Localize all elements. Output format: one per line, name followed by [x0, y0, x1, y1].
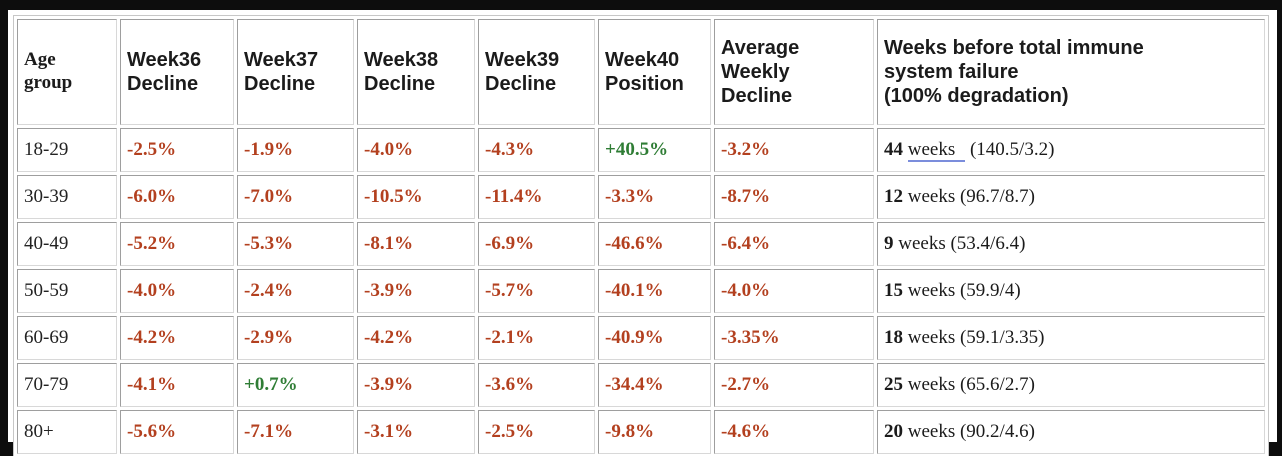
col-header-week39-decline: Week39 Decline [478, 19, 595, 125]
col-header-week36-decline: Week36 Decline [120, 19, 234, 125]
weeks-count: 15 [884, 280, 903, 301]
average-weekly-decline-cell: -6.4% [714, 222, 874, 266]
week37-decline-cell: -2.9% [237, 316, 354, 360]
weeks-detail: (59.1/3.35) [959, 327, 1045, 348]
weeks-before-failure-cell: 44 weeks (140.5/3.2) [877, 128, 1265, 172]
week40-position-cell: -46.6% [598, 222, 711, 266]
week39-decline-cell: -11.4% [478, 175, 595, 219]
week39-decline-cell: -4.3% [478, 128, 595, 172]
week38-decline-cell: -3.9% [357, 363, 475, 407]
immune-decline-table: Age group Week36 Decline Week37 Decline … [13, 15, 1269, 456]
week36-decline-cell: -5.6% [120, 410, 234, 454]
week36-decline-cell: -2.5% [120, 128, 234, 172]
weeks-before-failure-cell: 25 weeks (65.6/2.7) [877, 363, 1265, 407]
table-row: 60-69 -4.2% -2.9% -4.2% -2.1% -40.9% -3.… [17, 316, 1265, 360]
weeks-unit: weeks [907, 280, 956, 301]
weeks-detail: (65.6/2.7) [959, 374, 1035, 395]
col-header-average-weekly-decline: Average Weekly Decline [714, 19, 874, 125]
week38-decline-cell: -8.1% [357, 222, 475, 266]
age-group-cell: 40-49 [17, 222, 117, 266]
table-row: 80+ -5.6% -7.1% -3.1% -2.5% -9.8% -4.6% … [17, 410, 1265, 454]
weeks-detail: (53.4/6.4) [950, 233, 1026, 254]
table-row: 70-79 -4.1% +0.7% -3.9% -3.6% -34.4% -2.… [17, 363, 1265, 407]
week37-decline-cell: -5.3% [237, 222, 354, 266]
weeks-count: 20 [884, 421, 903, 442]
weeks-unit: weeks [907, 139, 966, 162]
weeks-unit: weeks [907, 327, 956, 348]
age-group-cell: 60-69 [17, 316, 117, 360]
week36-decline-cell: -4.1% [120, 363, 234, 407]
week40-position-cell: -40.1% [598, 269, 711, 313]
age-group-cell: 70-79 [17, 363, 117, 407]
weeks-unit: weeks [907, 421, 956, 442]
weeks-count: 12 [884, 186, 903, 207]
table-row: 50-59 -4.0% -2.4% -3.9% -5.7% -40.1% -4.… [17, 269, 1265, 313]
table-row: 18-29 -2.5% -1.9% -4.0% -4.3% +40.5% -3.… [17, 128, 1265, 172]
week37-decline-cell: +0.7% [237, 363, 354, 407]
week36-decline-cell: -5.2% [120, 222, 234, 266]
header-row: Age group Week36 Decline Week37 Decline … [17, 19, 1265, 125]
week39-decline-cell: -6.9% [478, 222, 595, 266]
table-row: 30-39 -6.0% -7.0% -10.5% -11.4% -3.3% -8… [17, 175, 1265, 219]
table-row: 40-49 -5.2% -5.3% -8.1% -6.9% -46.6% -6.… [17, 222, 1265, 266]
week40-position-cell: -40.9% [598, 316, 711, 360]
average-weekly-decline-cell: -4.6% [714, 410, 874, 454]
col-header-week40-position: Week40 Position [598, 19, 711, 125]
week39-decline-cell: -2.5% [478, 410, 595, 454]
week38-decline-cell: -3.1% [357, 410, 475, 454]
weeks-before-failure-cell: 15 weeks (59.9/4) [877, 269, 1265, 313]
age-group-cell: 50-59 [17, 269, 117, 313]
average-weekly-decline-cell: -2.7% [714, 363, 874, 407]
weeks-count: 9 [884, 233, 894, 254]
weeks-detail: (140.5/3.2) [969, 139, 1055, 160]
week40-position-cell: -3.3% [598, 175, 711, 219]
week40-position-cell: +40.5% [598, 128, 711, 172]
week37-decline-cell: -7.0% [237, 175, 354, 219]
weeks-before-failure-cell: 18 weeks (59.1/3.35) [877, 316, 1265, 360]
col-header-week38-decline: Week38 Decline [357, 19, 475, 125]
weeks-unit: weeks [907, 374, 956, 395]
weeks-count: 25 [884, 374, 903, 395]
weeks-before-failure-cell: 12 weeks (96.7/8.7) [877, 175, 1265, 219]
week37-decline-cell: -7.1% [237, 410, 354, 454]
week39-decline-cell: -2.1% [478, 316, 595, 360]
col-header-weeks-before-failure: Weeks before total immune system failure… [877, 19, 1265, 125]
week40-position-cell: -9.8% [598, 410, 711, 454]
week36-decline-cell: -6.0% [120, 175, 234, 219]
average-weekly-decline-cell: -3.2% [714, 128, 874, 172]
week38-decline-cell: -3.9% [357, 269, 475, 313]
weeks-detail: (59.9/4) [959, 280, 1021, 301]
average-weekly-decline-cell: -8.7% [714, 175, 874, 219]
document-page: Age group Week36 Decline Week37 Decline … [8, 10, 1277, 456]
week38-decline-cell: -10.5% [357, 175, 475, 219]
week40-position-cell: -34.4% [598, 363, 711, 407]
age-group-cell: 80+ [17, 410, 117, 454]
weeks-count: 44 [884, 139, 903, 160]
week38-decline-cell: -4.2% [357, 316, 475, 360]
weeks-unit: weeks [898, 233, 946, 254]
weeks-detail: (90.2/4.6) [959, 421, 1035, 442]
week36-decline-cell: -4.2% [120, 316, 234, 360]
weeks-count: 18 [884, 327, 903, 348]
age-group-cell: 30-39 [17, 175, 117, 219]
week38-decline-cell: -4.0% [357, 128, 475, 172]
age-group-cell: 18-29 [17, 128, 117, 172]
weeks-before-failure-cell: 9 weeks (53.4/6.4) [877, 222, 1265, 266]
week37-decline-cell: -2.4% [237, 269, 354, 313]
average-weekly-decline-cell: -4.0% [714, 269, 874, 313]
col-header-age-group: Age group [17, 19, 117, 125]
average-weekly-decline-cell: -3.35% [714, 316, 874, 360]
weeks-before-failure-cell: 20 weeks (90.2/4.6) [877, 410, 1265, 454]
weeks-detail: (96.7/8.7) [959, 186, 1035, 207]
weeks-unit: weeks [907, 186, 956, 207]
week39-decline-cell: -3.6% [478, 363, 595, 407]
week39-decline-cell: -5.7% [478, 269, 595, 313]
col-header-week37-decline: Week37 Decline [237, 19, 354, 125]
week36-decline-cell: -4.0% [120, 269, 234, 313]
week37-decline-cell: -1.9% [237, 128, 354, 172]
